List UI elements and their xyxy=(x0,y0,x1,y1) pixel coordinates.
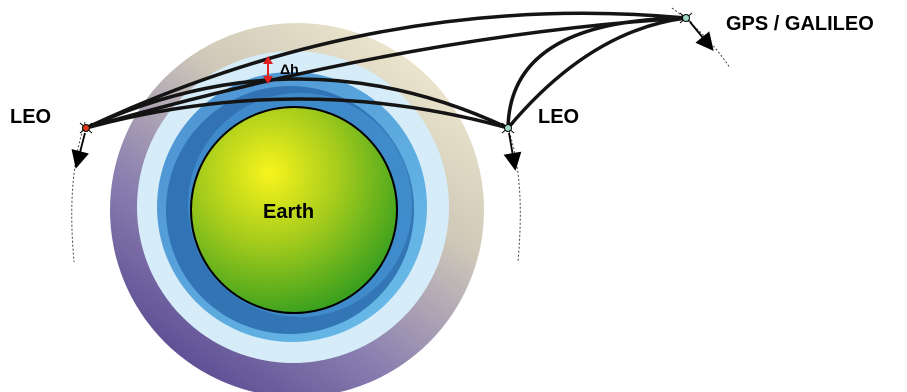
leo-right-orbit-path xyxy=(507,127,521,263)
leo-left-label: LEO xyxy=(10,106,51,128)
leo-right-velocity-arrow-icon xyxy=(503,132,522,171)
delta-h-label: Δh xyxy=(280,61,299,77)
delta-h-arrow-icon xyxy=(263,56,273,84)
leo-right-satellite-icon xyxy=(501,122,515,134)
gps-velocity-arrow-icon xyxy=(689,21,714,51)
gps-satellite-icon xyxy=(679,12,693,24)
gps-galileo-label: GPS / GALILEO xyxy=(726,13,874,35)
ray-leo-right-to-gps-high xyxy=(506,16,688,130)
leo-right-label: LEO xyxy=(538,106,579,128)
leo-left-satellite-icon xyxy=(79,122,93,134)
signal-rays xyxy=(84,11,688,130)
earth-label: Earth xyxy=(263,201,314,223)
ray-leo-right-to-gps-low xyxy=(506,16,688,130)
leo-left-orbit-path xyxy=(71,121,86,263)
ray-leo-left-to-leo-right-upper xyxy=(84,77,510,130)
earth-globe xyxy=(190,106,398,314)
ray-leo-left-to-gps-high xyxy=(84,11,688,130)
leo-left-velocity-arrow-icon xyxy=(71,132,89,169)
gps-orbit-path xyxy=(671,7,731,69)
ray-leo-left-to-leo-right-lower xyxy=(84,97,510,130)
